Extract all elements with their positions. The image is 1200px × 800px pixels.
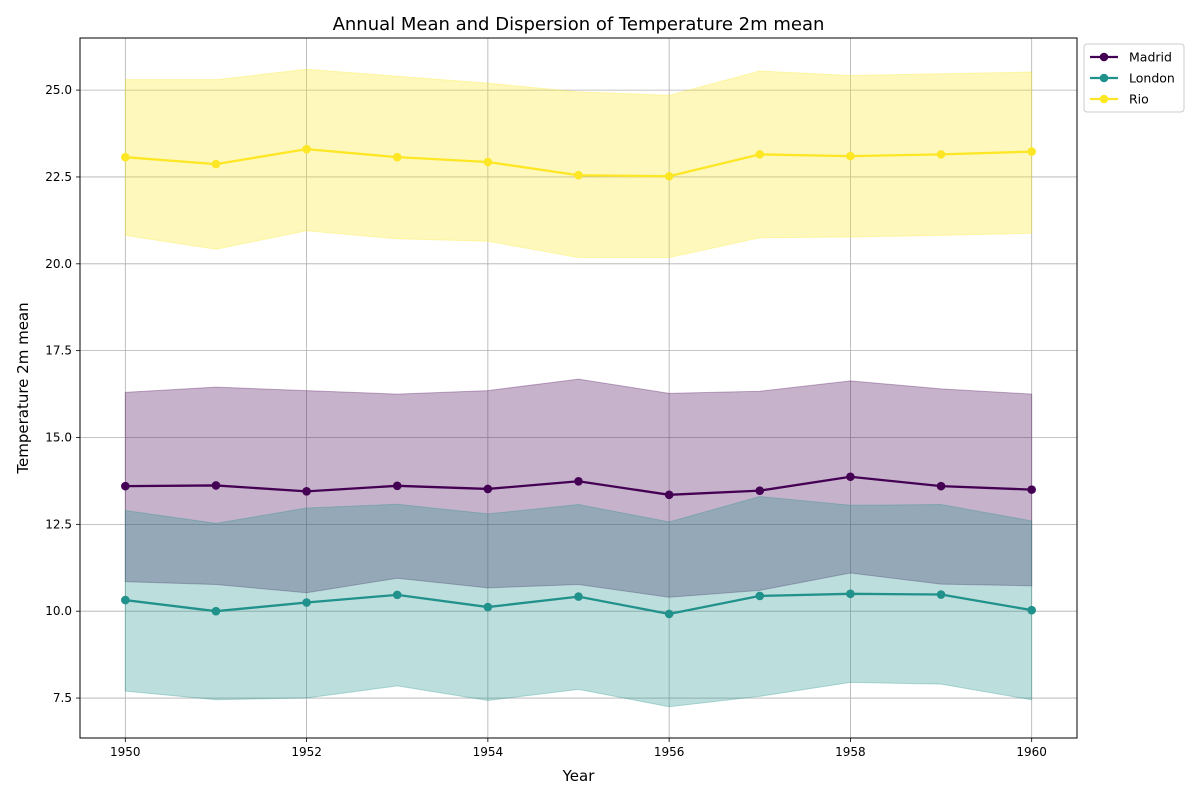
rio-mean-point (936, 150, 946, 159)
plot-frame (79, 37, 1078, 739)
y-tick-label: 25.0 (45, 83, 72, 97)
london-mean-point (755, 591, 765, 601)
madrid-mean-point (1027, 485, 1036, 494)
london-mean-point (121, 595, 130, 605)
legend-madrid-marker (1099, 52, 1109, 62)
y-tick-label: 22.5 (45, 170, 72, 184)
x-tick-label: 1952 (291, 745, 322, 759)
y-tick-label: 17.5 (45, 344, 72, 358)
y-tick-label: 10.0 (45, 604, 72, 618)
x-axis-ticks: 1950 1952 1954 1956 1958 1960 (110, 738, 1047, 759)
london-mean-point (1027, 605, 1036, 615)
rio-mean-point (211, 159, 221, 169)
madrid-mean-point (936, 481, 946, 491)
madrid-mean-point (121, 481, 130, 491)
rio-mean-point (1027, 147, 1036, 156)
london-mean-point (936, 590, 946, 599)
series-lines (121, 144, 1036, 619)
legend-madrid-label: Madrid (1129, 50, 1172, 65)
dispersion-bands (124, 68, 1033, 708)
london-dispersion-band (124, 496, 1033, 708)
legend-london-marker (1099, 73, 1109, 83)
y-axis-ticks: 7.5 10.0 12.5 15.0 17.5 20.0 22.5 25.0 (45, 83, 80, 705)
london-mean-point (483, 602, 493, 612)
madrid-mean-point (392, 481, 402, 491)
madrid-mean-point (211, 481, 221, 490)
london-mean-point (211, 606, 221, 616)
y-tick-label: 15.0 (45, 431, 72, 445)
madrid-mean-point (302, 487, 311, 496)
rio-mean-point (846, 151, 855, 161)
x-axis-label: Year (562, 767, 596, 785)
rio-mean-point (392, 152, 402, 162)
london-mean-point (574, 592, 583, 601)
x-tick-label: 1956 (654, 745, 685, 759)
x-tick-label: 1954 (473, 745, 504, 759)
x-tick-label: 1950 (110, 745, 141, 759)
x-tick-label: 1960 (1016, 745, 1047, 759)
london-mean-point (846, 589, 855, 599)
rio-mean-point (302, 144, 311, 154)
london-mean-point (664, 609, 674, 619)
madrid-mean-point (846, 472, 855, 482)
london-mean-point (302, 598, 311, 607)
madrid-mean-point (755, 486, 765, 495)
legend-london-label: London (1129, 71, 1175, 86)
y-tick-label: 12.5 (45, 517, 72, 531)
y-tick-label: 20.0 (45, 257, 72, 271)
legend-rio-label: Rio (1129, 92, 1149, 107)
rio-mean-point (483, 157, 493, 167)
rio-mean-point (121, 152, 130, 162)
rio-mean-point (664, 171, 674, 181)
madrid-dispersion-band (124, 378, 1033, 598)
rio-mean-point (755, 150, 765, 159)
chart-title: Annual Mean and Dispersion of Temperatur… (333, 14, 825, 35)
legend-box (1083, 43, 1185, 113)
london-mean-point (392, 590, 402, 600)
y-axis-label: Temperature 2m mean (14, 302, 32, 474)
rio-mean-point (574, 170, 583, 180)
rio-dispersion-band (124, 68, 1033, 259)
x-tick-label: 1958 (835, 745, 866, 759)
legend-rio-marker (1099, 94, 1109, 104)
legend: Madrid London Rio (1083, 43, 1185, 113)
madrid-mean-point (483, 484, 493, 494)
madrid-mean-point (664, 490, 674, 500)
y-tick-label: 7.5 (53, 691, 72, 705)
madrid-mean-point (574, 476, 583, 486)
